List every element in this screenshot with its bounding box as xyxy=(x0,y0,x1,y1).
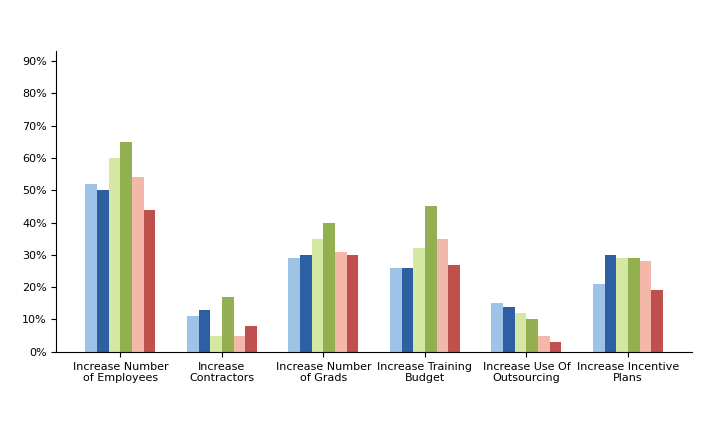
Bar xyxy=(515,313,527,352)
Bar xyxy=(425,206,436,352)
Bar xyxy=(187,316,198,352)
Bar xyxy=(312,239,323,352)
Bar xyxy=(245,326,257,352)
Bar xyxy=(300,255,312,352)
Bar xyxy=(448,265,460,352)
Bar xyxy=(491,303,503,352)
Bar xyxy=(436,239,448,352)
Bar xyxy=(593,284,604,352)
Bar xyxy=(402,268,413,352)
Bar xyxy=(390,268,402,352)
Bar xyxy=(347,255,359,352)
Bar xyxy=(503,307,515,352)
Bar xyxy=(335,252,347,352)
Bar xyxy=(132,178,144,352)
Bar xyxy=(640,261,652,352)
Bar xyxy=(234,335,245,352)
Bar xyxy=(652,290,663,352)
Bar xyxy=(323,223,335,352)
Bar xyxy=(210,335,222,352)
Bar xyxy=(628,258,640,352)
Bar xyxy=(538,335,550,352)
Bar xyxy=(550,342,561,352)
Bar xyxy=(144,210,155,352)
Bar xyxy=(85,184,97,352)
Bar xyxy=(109,158,121,352)
Bar xyxy=(527,320,538,352)
Bar xyxy=(198,310,210,352)
Bar xyxy=(97,190,109,352)
Bar xyxy=(121,142,132,352)
Bar xyxy=(222,297,234,352)
Bar xyxy=(288,258,300,352)
Bar xyxy=(604,255,616,352)
Bar xyxy=(616,258,628,352)
Bar xyxy=(413,248,425,352)
